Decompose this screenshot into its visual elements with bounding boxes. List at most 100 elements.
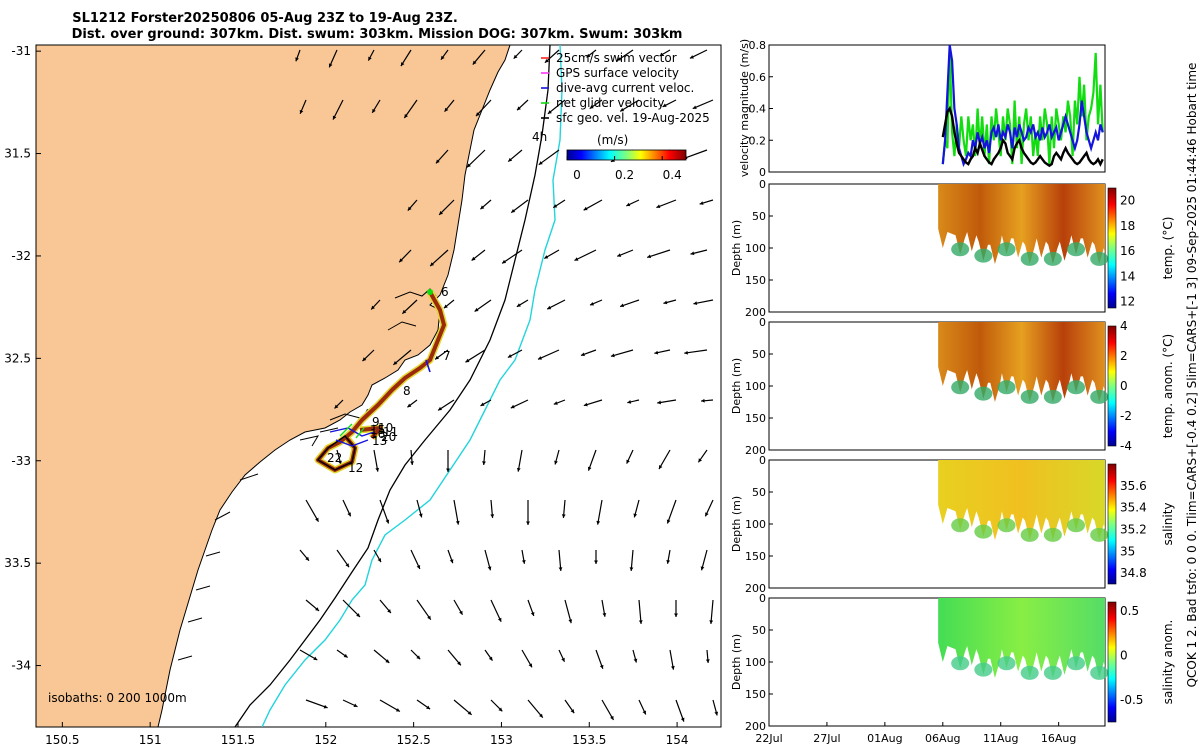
vector-arrow-head [705, 512, 709, 517]
vector-arrow-head [666, 559, 671, 564]
vector-arrow [692, 99, 714, 110]
section-y-tick-label: 150 [745, 688, 766, 701]
vector-arrow-head [498, 707, 503, 712]
vector-arrow-head [472, 60, 477, 65]
legend-entry: sfc geo. vel. 19-Aug-2025 [556, 111, 710, 125]
section-colorbar-tick-label: 35.4 [1120, 501, 1147, 515]
section-colorbar-label: salinity anom. [1161, 620, 1175, 705]
time-x-tick-label: 01Aug [867, 732, 902, 745]
section-colorbar-tick-label: 14 [1120, 269, 1135, 283]
vector-arrow [537, 349, 560, 360]
section-deep-patch [997, 380, 1016, 395]
vector-arrow [517, 449, 523, 472]
vector-arrow-head [627, 400, 632, 404]
day-label: 8 [403, 384, 411, 398]
vector-arrow-head [517, 106, 521, 111]
vector-arrow-head [516, 303, 521, 307]
map-y-tick-label: -32 [11, 249, 31, 263]
vector-arrow-head [693, 301, 698, 306]
vector-arrow-head [617, 253, 622, 257]
section-colorbar-tick-label: 0 [1120, 648, 1128, 662]
vector-arrow [453, 699, 473, 716]
vector-arrow-head [385, 659, 390, 663]
coastline-land [36, 45, 511, 727]
section-deep-patch [1067, 380, 1086, 395]
vector-arrow-head [439, 211, 443, 215]
vector-arrow-head [610, 715, 614, 720]
day-label: 7 [443, 349, 451, 363]
vector-arrow [587, 449, 597, 471]
vector-arrow-head [656, 204, 661, 209]
day-label: 12 [348, 461, 363, 475]
vector-arrow [658, 449, 671, 470]
section-deep-patch [951, 242, 970, 257]
map-y-tick-labels: -31 31.5 -32 32.5 -33 33.5 -34 [4, 44, 41, 673]
vector-arrow-head [475, 112, 480, 117]
map-x-tick-label: 152 [314, 733, 337, 747]
vector-arrow-head [633, 513, 638, 518]
vector-arrow-head [490, 514, 495, 518]
map-x-tick-label: 151.5 [221, 733, 255, 747]
section-panel: 0 50 100 150 200 Depth (m) 20 18 16 14 12 temp. (°C… [730, 178, 1175, 319]
vector-arrow-head [574, 257, 579, 261]
section-panel: 0 50 100 150 200 Depth (m) 35.6 35.4 35.2 35 34.8 s… [730, 454, 1175, 595]
section-colorbar-tick-label: 2 [1120, 349, 1128, 363]
vector-arrow-head [680, 717, 685, 722]
vector-arrow-head [553, 204, 558, 208]
section-panel: 0 50 100 150 200 Depth (m) 0.5 0 -0.5 salinity an… [730, 592, 1175, 733]
vector-arrow-head [689, 55, 694, 59]
vector-arrow-head [547, 305, 552, 310]
legend-entry: 25cm/s swim vector [556, 51, 677, 65]
isobaths-note: isobaths: 0 200 1000m [48, 691, 187, 705]
vector-arrow-head [596, 520, 601, 525]
vector-arrow-head [663, 300, 668, 305]
vector-arrow-head [670, 665, 675, 670]
vector-arrow-head [440, 55, 445, 60]
section-deep-patch [1067, 242, 1086, 257]
vector-arrow [666, 499, 677, 524]
vector-arrow-head [626, 459, 630, 464]
vector-arrow-head [709, 620, 714, 624]
vector-arrow [332, 99, 344, 120]
velocity-series-line [941, 44, 1104, 168]
vector-arrow [490, 599, 502, 623]
vector-arrow-head [427, 615, 431, 620]
vector-arrow-head [594, 560, 598, 564]
vector-arrow-head [385, 519, 390, 524]
vector-arrow [373, 449, 379, 472]
section-deep-patch [1043, 527, 1062, 542]
vector-arrow-head [537, 356, 542, 360]
legend-entry: GPS surface velocity [556, 66, 679, 80]
day-label: 15 [370, 423, 385, 437]
section-deep-patch [974, 662, 993, 677]
dive-current-vectors [329, 427, 375, 447]
vector-arrow-head [583, 402, 588, 407]
vector-arrow-head [372, 108, 376, 113]
vector-arrow-head [393, 361, 398, 365]
net-glider-vectors [339, 423, 365, 439]
vector-arrow-head [690, 251, 695, 256]
vector-arrow-head [502, 259, 507, 264]
section-colorbar-tick-label: 0.5 [1120, 604, 1139, 618]
vector-arrow-head [568, 619, 573, 624]
section-y-tick-label: 150 [745, 274, 766, 287]
track-start-marker [427, 289, 433, 295]
section-colorbar-label: salinity [1161, 502, 1175, 545]
colorbar-tick-label: 0.2 [615, 168, 634, 182]
section-data-fill [938, 322, 1105, 402]
vector-arrow-head [435, 355, 440, 360]
section-deep-patch [1067, 656, 1086, 671]
vector-arrow-head [654, 350, 659, 355]
vector-arrow-head [375, 467, 380, 472]
vector-arrow-head [315, 517, 319, 522]
vector-arrow-head [662, 103, 667, 107]
vector-arrow-head [508, 157, 513, 162]
vector-arrow-head [455, 520, 460, 525]
vector-arrow-head [633, 658, 638, 663]
section-colorbar-tick-label: 20 [1120, 194, 1135, 208]
vector-arrow [379, 499, 390, 524]
map-x-tick-label: 154 [666, 733, 689, 747]
section-y-tick-label: 100 [745, 242, 766, 255]
vector-arrow-head [480, 402, 485, 406]
